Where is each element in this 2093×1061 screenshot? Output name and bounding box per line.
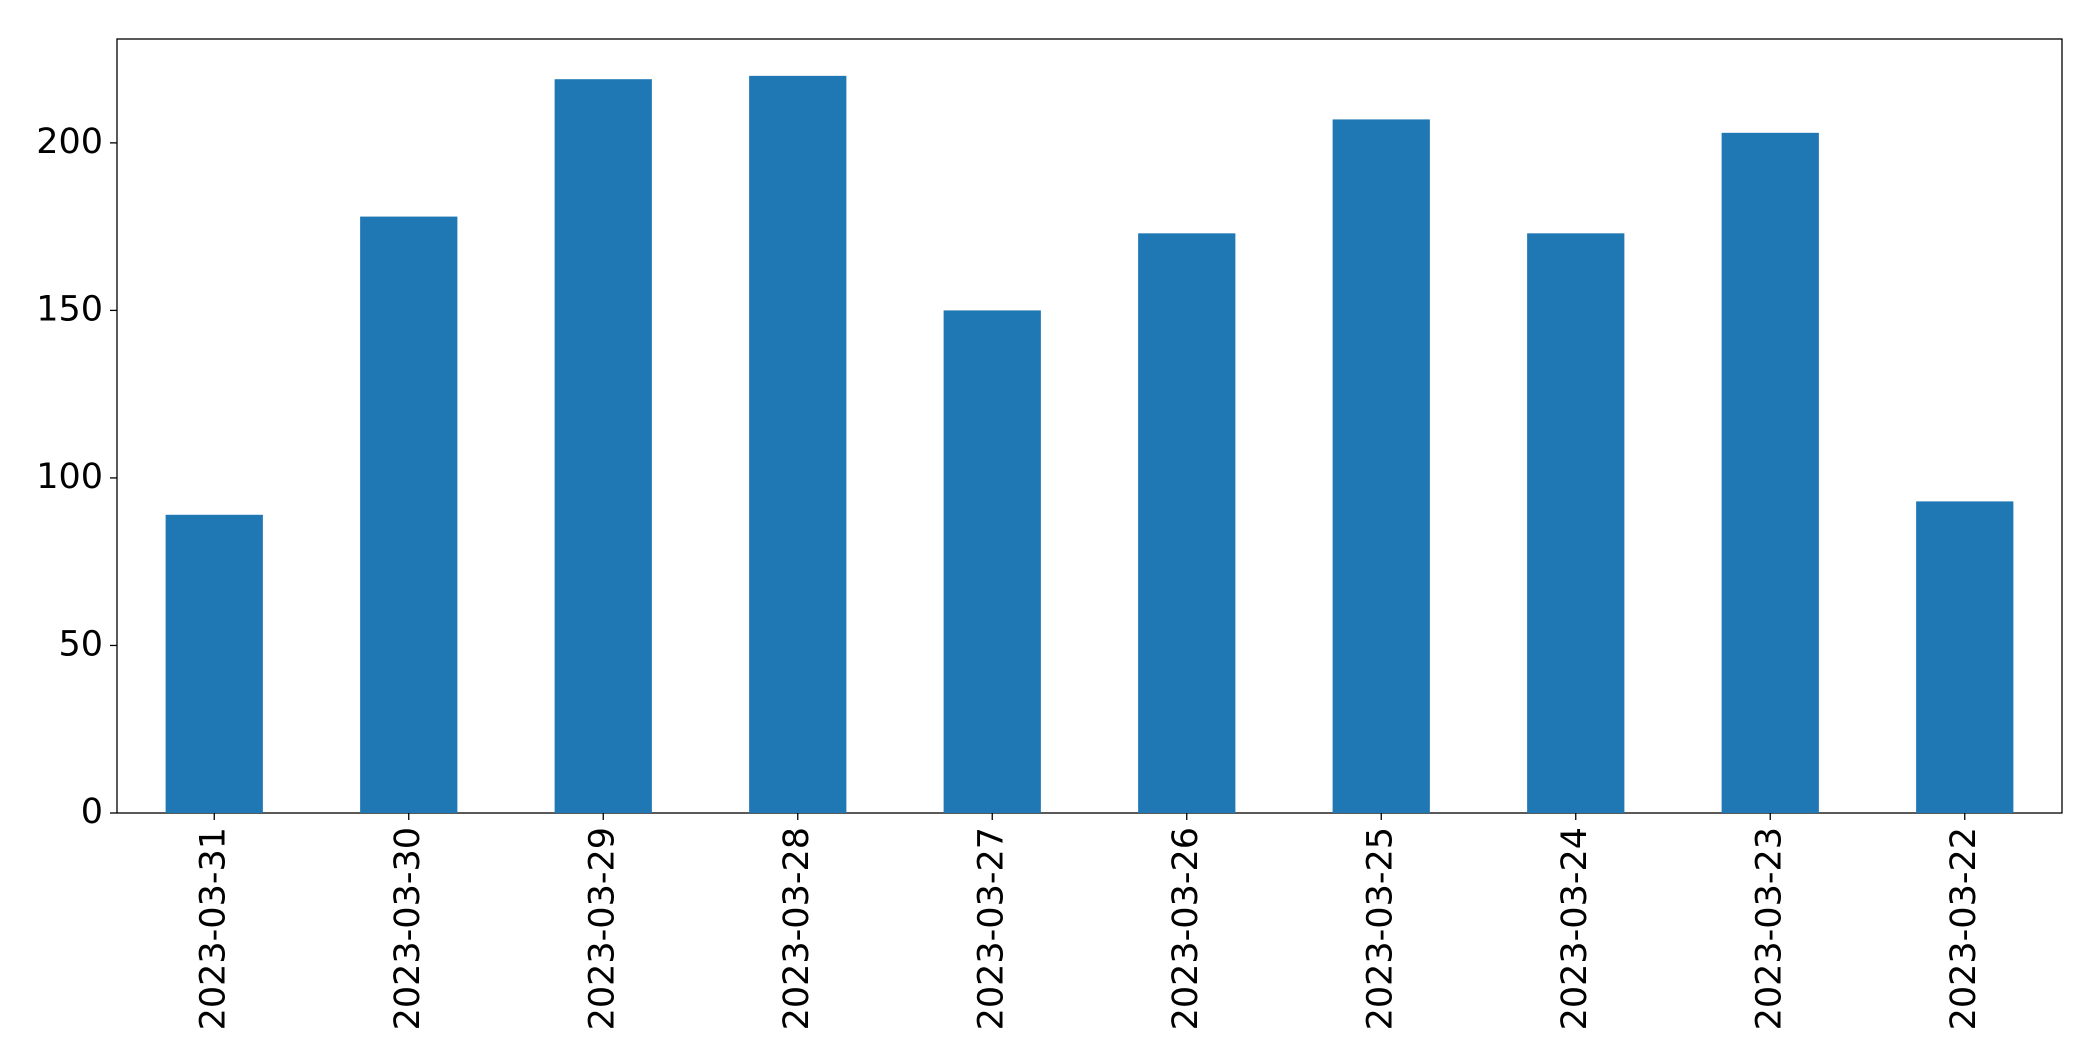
y-tick-label: 0	[81, 792, 103, 832]
x-tick-label: 2023-03-25	[1360, 827, 1400, 1030]
x-tick-label: 2023-03-29	[582, 827, 622, 1030]
bar	[1916, 501, 2014, 813]
x-tick-label: 2023-03-31	[193, 827, 233, 1030]
x-tick-label: 2023-03-22	[1944, 827, 1984, 1030]
y-tick-label: 100	[36, 457, 103, 497]
y-tick-label: 200	[36, 122, 103, 162]
x-tick-label: 2023-03-23	[1749, 827, 1789, 1030]
x-tick-label: 2023-03-27	[971, 827, 1011, 1030]
bar	[1332, 119, 1430, 813]
y-tick-label: 50	[58, 624, 103, 664]
x-tick-label: 2023-03-26	[1166, 827, 1206, 1030]
x-tick-label: 2023-03-28	[777, 827, 817, 1030]
x-tick-label: 2023-03-30	[388, 827, 428, 1030]
bar	[1138, 233, 1236, 814]
bar	[554, 79, 652, 814]
bar	[165, 514, 263, 813]
x-tick-label: 2023-03-24	[1555, 827, 1595, 1030]
bar	[1721, 132, 1819, 813]
bar	[749, 75, 847, 814]
bar	[1527, 233, 1625, 814]
y-tick-label: 150	[36, 289, 103, 329]
bar	[943, 310, 1041, 813]
plot-frame	[116, 38, 2063, 814]
bar	[360, 216, 458, 813]
